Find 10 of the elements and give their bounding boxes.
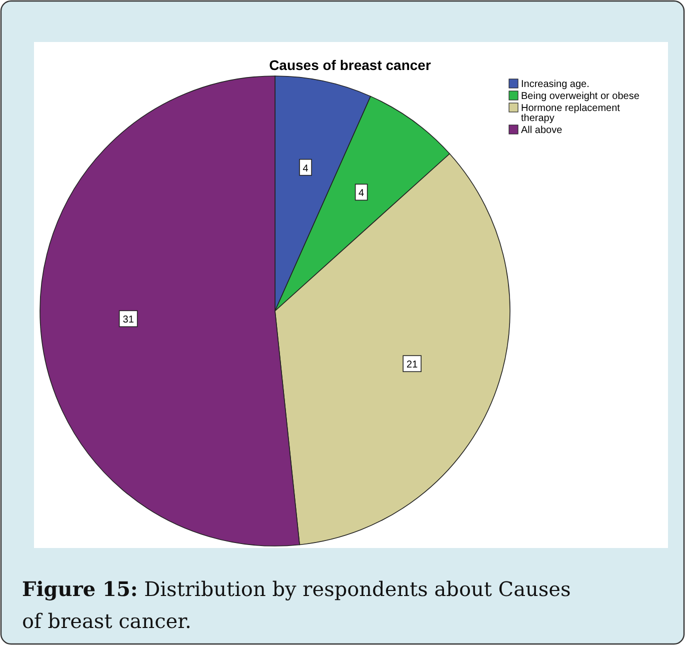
legend-label: All above	[521, 125, 563, 136]
data-label: 31	[122, 314, 134, 326]
data-label: 4	[302, 163, 309, 174]
legend-label: Increasing age.	[521, 79, 590, 90]
chart-title: Causes of breast cancer	[269, 57, 432, 73]
legend-label: Being overweight or obese	[521, 91, 640, 102]
data-label: 4	[358, 188, 365, 200]
legend-label: Hormone replacement therapy	[521, 103, 620, 124]
data-label: 21	[406, 360, 418, 371]
caption: Figure 15: Distribution by respondents about Causes of breast cancer.	[22, 577, 571, 633]
